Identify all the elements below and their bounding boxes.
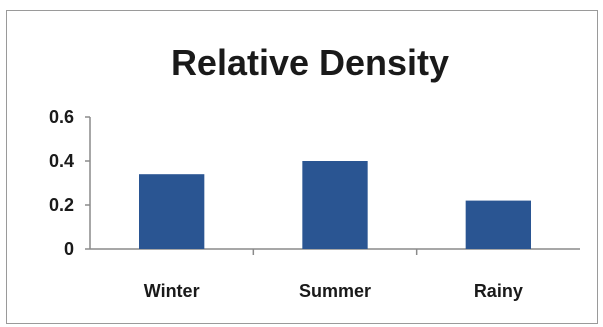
bar-rainy <box>465 200 531 249</box>
y-tick-label: 0.6 <box>49 107 74 127</box>
y-tick-label: 0.4 <box>49 151 74 171</box>
bar-winter <box>139 174 205 249</box>
category-label: Winter <box>144 281 200 301</box>
chart-title: Relative Density <box>171 42 449 83</box>
chart-frame <box>6 10 598 324</box>
y-tick-label: 0.2 <box>49 195 74 215</box>
category-label: Summer <box>299 281 371 301</box>
category-label: Rainy <box>474 281 523 301</box>
bar-summer <box>302 161 368 249</box>
y-tick-label: 0 <box>64 239 74 259</box>
